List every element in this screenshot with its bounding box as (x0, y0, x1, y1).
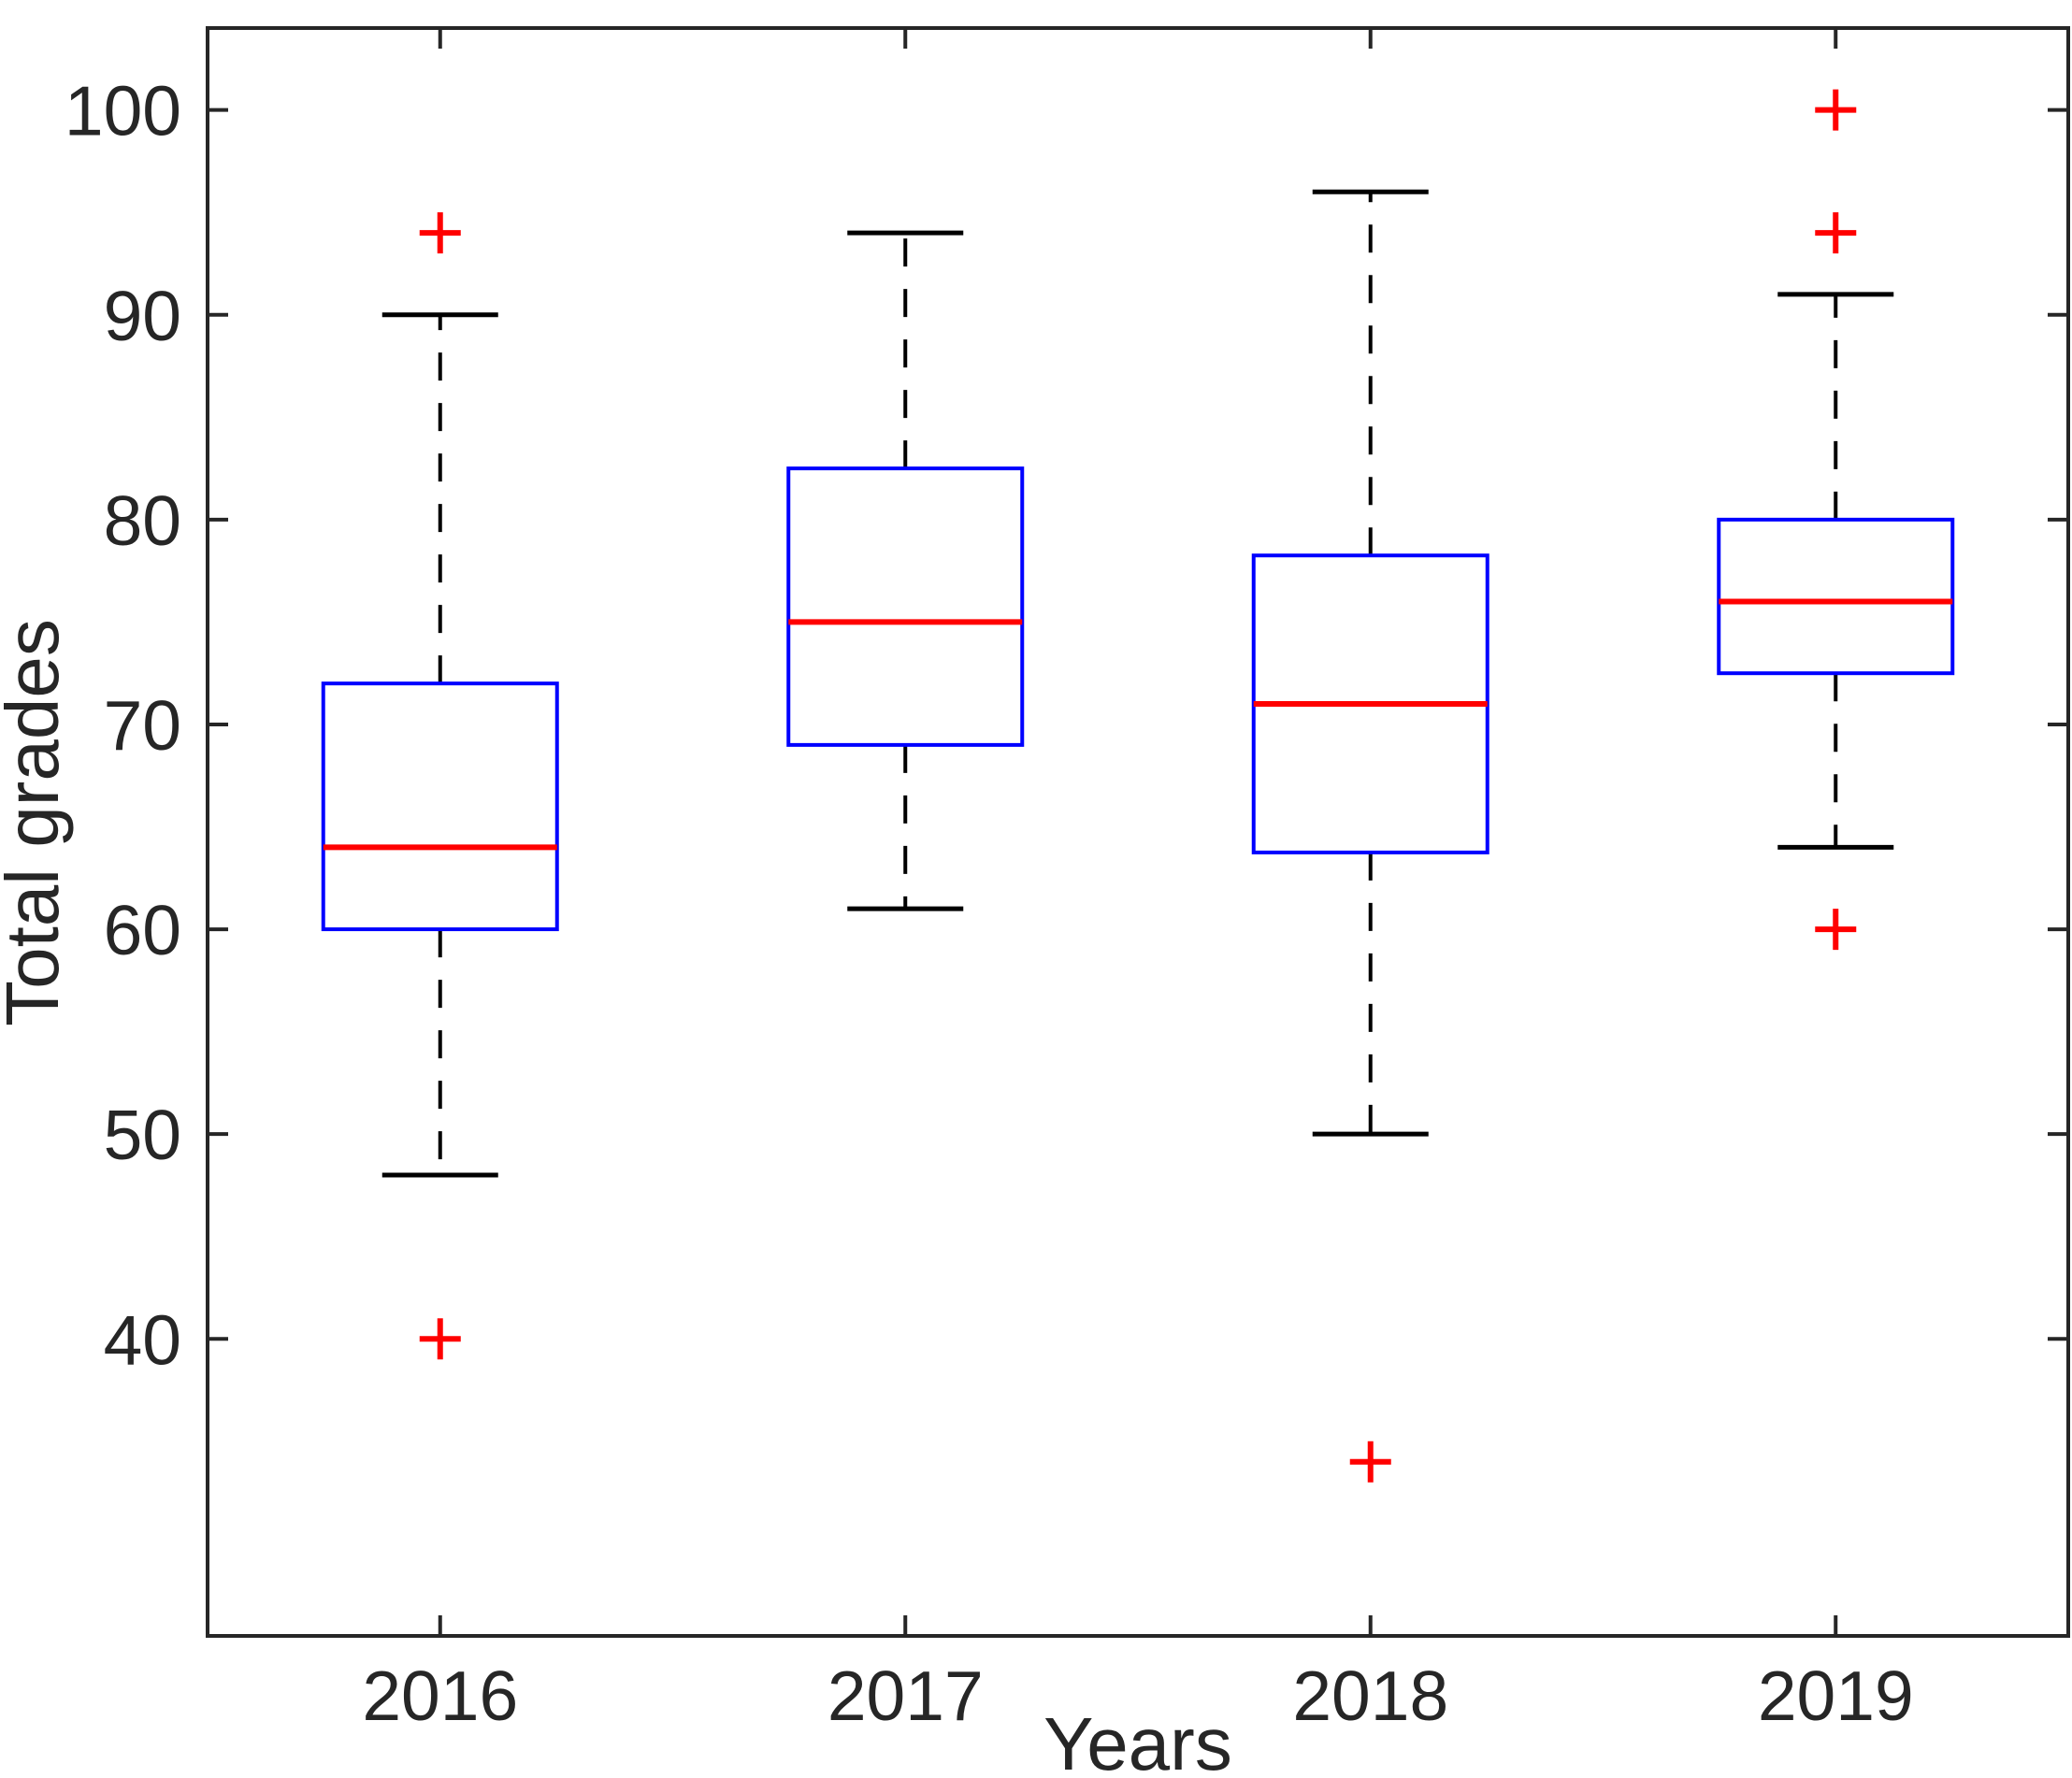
x-tick-label: 2016 (362, 1656, 518, 1735)
y-tick-label: 100 (65, 72, 181, 151)
y-axis-label: Total grades (0, 619, 74, 1026)
box-2017 (786, 466, 1025, 747)
x-tick-label: 2018 (1292, 1656, 1448, 1735)
y-tick-label: 90 (104, 277, 181, 355)
plot-area: 40 50 60 70 80 90 100 2016 2017 2018 2019 (65, 26, 2070, 1735)
y-tick-label: 70 (104, 686, 181, 765)
y-tick-label: 50 (104, 1096, 181, 1174)
x-axis-label: Years (1043, 1702, 1232, 1778)
axes-box (206, 26, 2070, 1638)
box-2019 (1717, 517, 1955, 676)
x-tick-label: 2017 (827, 1656, 984, 1735)
y-tick-label: 80 (104, 481, 181, 560)
y-tick-label: 60 (104, 891, 181, 969)
x-tick-label: 2019 (1758, 1656, 1914, 1735)
box-2016 (321, 681, 559, 932)
y-tick-label: 40 (104, 1300, 181, 1379)
